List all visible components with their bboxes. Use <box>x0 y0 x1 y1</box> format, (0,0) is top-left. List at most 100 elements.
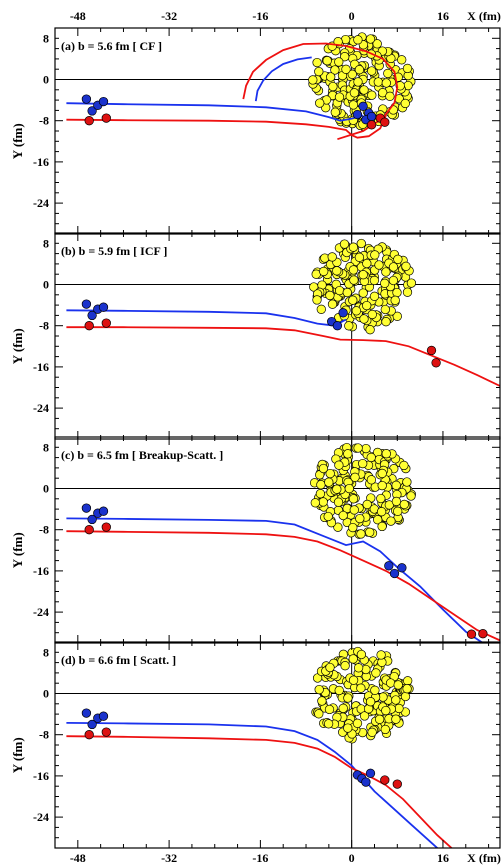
blue-arc-trajectory <box>254 56 312 102</box>
target-nucleon <box>348 242 359 252</box>
target-nucleon <box>381 705 391 716</box>
target-nucleon <box>315 98 325 108</box>
target-nucleon <box>318 497 328 507</box>
y-axis-title: Y (fm) <box>10 737 25 773</box>
x-tick-label: -32 <box>161 851 177 865</box>
red-particle <box>392 779 402 789</box>
target-nucleon <box>334 92 345 102</box>
target-nucleon <box>366 452 376 463</box>
x-tick-label: -16 <box>252 9 268 23</box>
target-nucleon <box>322 56 332 66</box>
target-nucleon <box>343 723 353 733</box>
target-nucleon <box>314 709 324 719</box>
target-nucleon <box>356 649 367 660</box>
y-tick-label: 8 <box>43 645 49 659</box>
target-nucleon <box>399 499 409 510</box>
target-nucleon <box>354 252 365 262</box>
target-nucleon <box>333 522 343 532</box>
target-nucleon <box>358 458 368 469</box>
target-nucleon <box>330 65 340 75</box>
panel-label-bg <box>59 242 172 259</box>
y-tick-label: -8 <box>39 728 49 742</box>
panel-4: 8 0 -8 -16 -24 Y (fm) (d) b = 6.6 fm [ Scatt. … <box>10 641 501 849</box>
target-nucleon <box>370 250 380 260</box>
target-nucleon <box>374 260 384 270</box>
target-nucleon <box>369 275 380 286</box>
target-nucleon <box>390 295 400 305</box>
red-particle <box>366 120 377 130</box>
target-nucleon <box>365 34 376 44</box>
target-nucleon <box>373 515 383 525</box>
target-nucleon <box>353 663 364 673</box>
target-nucleon <box>366 475 377 485</box>
y-tick-label: 0 <box>43 73 49 87</box>
target-nucleon <box>324 477 334 487</box>
red-particle <box>101 318 111 328</box>
blue-particle <box>98 302 109 312</box>
target-nucleon <box>323 511 333 522</box>
panel-3: 8 0 -8 -16 -24 Y (fm) (c) b = 6.5 fm [ Breakup… <box>10 436 501 644</box>
target-nucleon <box>348 494 359 504</box>
red-particle <box>101 727 111 737</box>
red-particle <box>380 775 390 785</box>
target-nucleon <box>351 306 362 316</box>
target-nucleon <box>371 668 381 678</box>
y-axis-title: Y (fm) <box>10 328 25 364</box>
target-nucleon <box>370 685 380 695</box>
target-nucleon <box>349 88 360 98</box>
target-nucleon <box>308 75 318 85</box>
target-nucleon <box>347 69 357 79</box>
target-nucleon <box>377 468 387 479</box>
red-particle <box>84 116 94 126</box>
red-particle <box>431 358 441 368</box>
target-nucleon <box>328 81 338 92</box>
blue-particle <box>332 321 343 331</box>
blue-particle <box>81 503 92 513</box>
blue-particle <box>87 310 97 321</box>
red-particle <box>101 113 111 123</box>
target-nucleon <box>362 258 372 269</box>
target-nucleon <box>348 265 359 275</box>
target-nucleon <box>340 661 350 671</box>
target-nucleon <box>402 287 413 297</box>
target-nucleon <box>348 654 358 664</box>
y-tick-label: -24 <box>33 810 49 824</box>
target-nucleon <box>356 683 366 693</box>
target-nucleon <box>402 477 412 487</box>
target-nucleon <box>332 484 342 494</box>
target-nucleon <box>338 510 348 521</box>
target-nucleon <box>353 35 363 45</box>
target-nucleon <box>388 262 399 272</box>
target-nucleon <box>332 266 342 276</box>
target-nucleon <box>316 480 326 490</box>
y-tick-label: -16 <box>33 155 49 169</box>
target-nucleon <box>314 684 324 695</box>
target-nucleon <box>359 85 369 95</box>
target-nucleon <box>406 278 417 288</box>
y-tick-label: 0 <box>43 482 49 496</box>
blue-particle <box>81 708 92 718</box>
target-nucleon <box>327 299 338 309</box>
target-nucleon <box>348 522 358 533</box>
target-nucleon <box>365 325 375 335</box>
target-nucleon <box>400 691 411 702</box>
blue-particle <box>81 94 92 104</box>
target-nucleon <box>380 278 390 288</box>
target-nucleon <box>397 55 407 65</box>
target-nucleon <box>356 238 366 249</box>
target-nucleon <box>317 696 327 706</box>
blue-particle <box>81 299 92 309</box>
panels-container: 8 0 -8 -16 -24 Y (fm) (a) b = 5.6 fm [ CF ] 8 0 -… <box>10 27 501 849</box>
blue-particle <box>98 506 109 516</box>
target-nucleon <box>349 275 359 285</box>
target-nucleon <box>359 314 369 324</box>
red-arc-trajectory <box>242 42 399 141</box>
target-nucleon <box>323 719 334 729</box>
target-nucleon <box>338 703 348 713</box>
y-tick-label: 8 <box>43 236 49 250</box>
y-tick-label: 8 <box>43 440 49 454</box>
target-nucleon <box>316 304 326 314</box>
target-nucleon <box>362 499 372 510</box>
target-nucleon <box>330 107 340 117</box>
